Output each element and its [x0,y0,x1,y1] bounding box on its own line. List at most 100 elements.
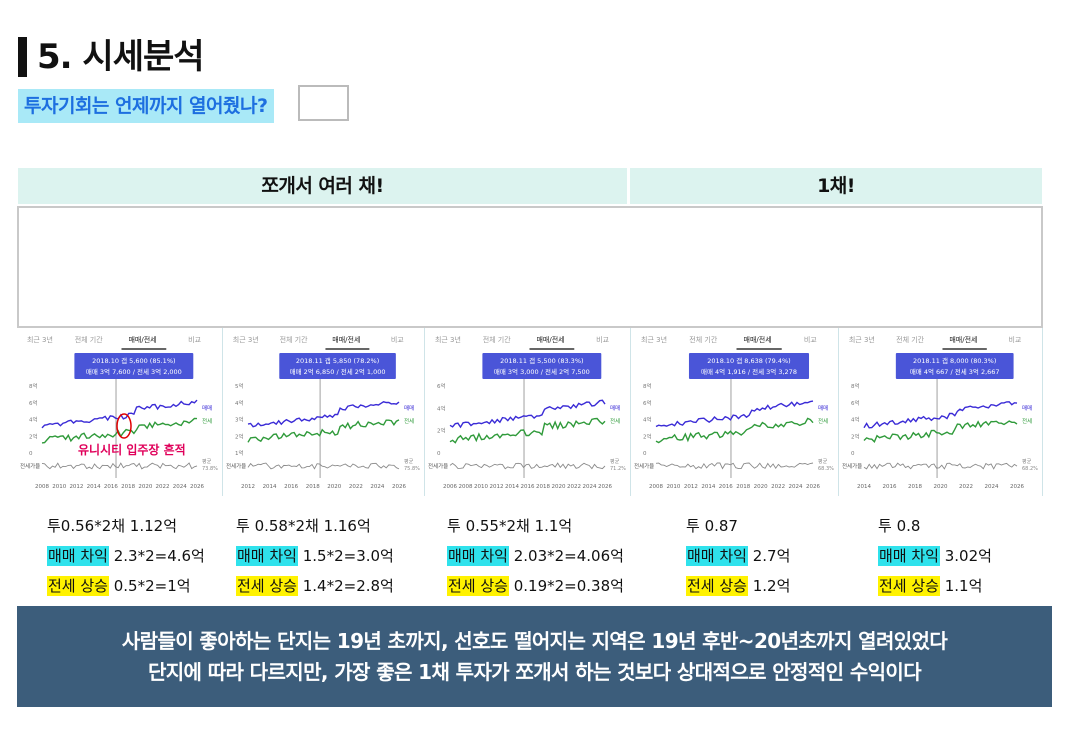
empty-content-box [17,206,1043,328]
ratio-average: 75.8% [404,466,420,472]
legend-label: 매매 [202,404,212,412]
trade-gain-label: 매매 차익 [236,546,298,566]
ratio-average: 평균 [818,458,828,465]
chart-svg: 최근 3년 전체 기간 매매/전세 비교 2018.10 갭 5,600 (85.1%)… [20,335,218,490]
y-tick-label: 2억 [851,432,860,440]
y-tick-label: 2억 [437,427,446,435]
jeonse-rise-label: 전세 상승 [686,576,748,596]
jeonse-price-line [449,417,606,444]
tooltip-line-1: 2018.11 갭 8,000 (80.3%) [913,357,996,365]
x-tick-label: 2016 [104,484,118,490]
y-tick-label: 6억 [29,399,38,407]
jeonse-rise-label: 전세 상승 [236,576,298,596]
jeonse-rise-value: 0.5*2=1억 [108,577,191,595]
tooltip-line-2: 매매 4억 667 / 전세 3억 2,667 [910,367,1000,376]
question-label: 투자기회는 언제까지 열어줬나? [18,89,274,123]
invest-amount: 투 0.87 [686,517,738,535]
jeonse-price-line [41,417,198,444]
annotation-circle [116,413,132,439]
chart-svg: 최근 3년 전체 기간 매매/전세 비교 2018.11 갭 5,850 (78.2%)… [226,335,420,490]
jeonse-ratio-line [41,462,198,470]
x-tick-label: 2018 [908,484,922,490]
x-tick-label: 2022 [156,484,170,490]
chart-tab: 매매/전세 [128,335,156,344]
ratio-average: 평균 [610,458,620,465]
trade-gain-value: 2.03*2=4.06억 [508,547,624,565]
x-tick-label: 2018 [121,484,135,490]
x-tick-label: 2022 [567,484,581,490]
legend-label: 매매 [1022,404,1032,412]
chart-tab: 최근 3년 [849,335,875,344]
chart-tab: 매매/전세 [744,335,772,344]
legend-label: 전세 [202,417,212,425]
chart-tab: 최근 3년 [641,335,667,344]
chart-tab: 매매/전세 [949,335,977,344]
header-split-investment: 쪼개서 여러 채! [18,168,627,204]
ratio-average: 68.3% [818,466,834,472]
ratio-label: 전세가율 [634,462,654,470]
x-tick-label: 2022 [771,484,785,490]
x-tick-label: 2014 [701,484,715,490]
x-tick-label: 2026 [190,484,204,490]
page-title: 5. 시세분석 [37,37,205,77]
summary-column-2: 투 0.58*2채 1.16억 매매 차익 1.5*2=3.0억 전세 상승 1… [236,511,394,601]
chart-tab: 최근 3년 [233,335,259,344]
header-single-investment: 1채! [630,168,1042,204]
x-tick-label: 2026 [392,484,406,490]
invest-amount: 투 0.58*2채 1.16억 [236,517,371,535]
conclusion-line-2: 단지에 따라 다르지만, 가장 좋은 1채 투자가 쪼개서 하는 것보다 상대적… [147,660,922,684]
jeonse-rise-value: 1.1억 [939,577,983,595]
chart-annotation: 유니시티 입주장 흔적 [78,443,186,457]
x-tick-label: 2012 [69,484,83,490]
chart-tab: 매매/전세 [332,335,360,344]
price-chart-2: 최근 3년 전체 기간 매매/전세 비교 2018.11 갭 5,850 (78.2%)… [223,328,425,496]
jeonse-ratio-line [247,462,400,470]
jeonse-price-line [655,417,814,444]
ratio-label: 전세가율 [226,462,246,470]
y-tick-label: 0 [437,451,441,457]
price-chart-1: 최근 3년 전체 기간 매매/전세 비교 2018.10 갭 5,600 (85.1%)… [17,328,223,496]
summary-column-4: 투 0.87 매매 차익 2.7억 전세 상승 1.2억 [686,511,790,601]
y-tick-label: 6억 [851,399,860,407]
x-tick-label: 2008 [649,484,663,490]
trade-gain-label: 매매 차익 [686,546,748,566]
ratio-average: 평균 [1022,458,1032,465]
ratio-average: 평균 [404,458,414,465]
chart-tab: 전체 기간 [483,335,512,344]
tooltip-line-1: 2018.11 갭 5,850 (78.2%) [296,357,379,365]
y-tick-label: 4억 [235,399,244,407]
x-tick-label: 2026 [1010,484,1024,490]
y-tick-label: 8억 [851,382,860,390]
x-tick-label: 2024 [985,484,999,490]
summary-column-3: 투 0.55*2채 1.1억 매매 차익 2.03*2=4.06억 전세 상승 … [447,511,624,601]
price-chart-3: 최근 3년 전체 기간 매매/전세 비교 2018.11 갭 5,500 (83.3%)… [425,328,631,496]
price-chart-5: 최근 3년 전체 기간 매매/전세 비교 2018.11 갭 8,000 (80.3%)… [839,328,1043,496]
x-tick-label: 2016 [883,484,897,490]
x-tick-label: 2016 [719,484,733,490]
x-tick-label: 2026 [598,484,612,490]
trade-price-line [655,400,814,428]
chart-svg: 최근 3년 전체 기간 매매/전세 비교 2018.11 갭 5,500 (83.3%)… [428,335,626,490]
tooltip-line-2: 매매 3억 7,600 / 전세 3억 2,000 [86,367,182,376]
x-tick-label: 2016 [521,484,535,490]
trade-price-line [449,399,606,429]
x-tick-label: 2014 [263,484,277,490]
legend-label: 매매 [818,404,828,412]
x-tick-label: 2012 [241,484,255,490]
jeonse-rise-label: 전세 상승 [447,576,509,596]
y-tick-label: 4억 [851,416,860,424]
x-tick-label: 2020 [934,484,948,490]
chart-tab: 전체 기간 [75,335,104,344]
tooltip-box [279,353,396,379]
x-tick-label: 2024 [370,484,384,490]
y-tick-label: 0 [29,451,33,457]
jeonse-ratio-line [655,462,814,470]
chart-tab: 비교 [1008,335,1021,344]
y-tick-label: 4억 [437,404,446,412]
legend-label: 매매 [610,404,620,412]
y-tick-label: 4억 [643,416,652,424]
x-tick-label: 2020 [754,484,768,490]
jeonse-rise-value: 1.4*2=2.8억 [297,577,394,595]
invest-amount: 투0.56*2채 1.12억 [47,517,178,535]
jeonse-rise-value: 0.19*2=0.38억 [508,577,624,595]
